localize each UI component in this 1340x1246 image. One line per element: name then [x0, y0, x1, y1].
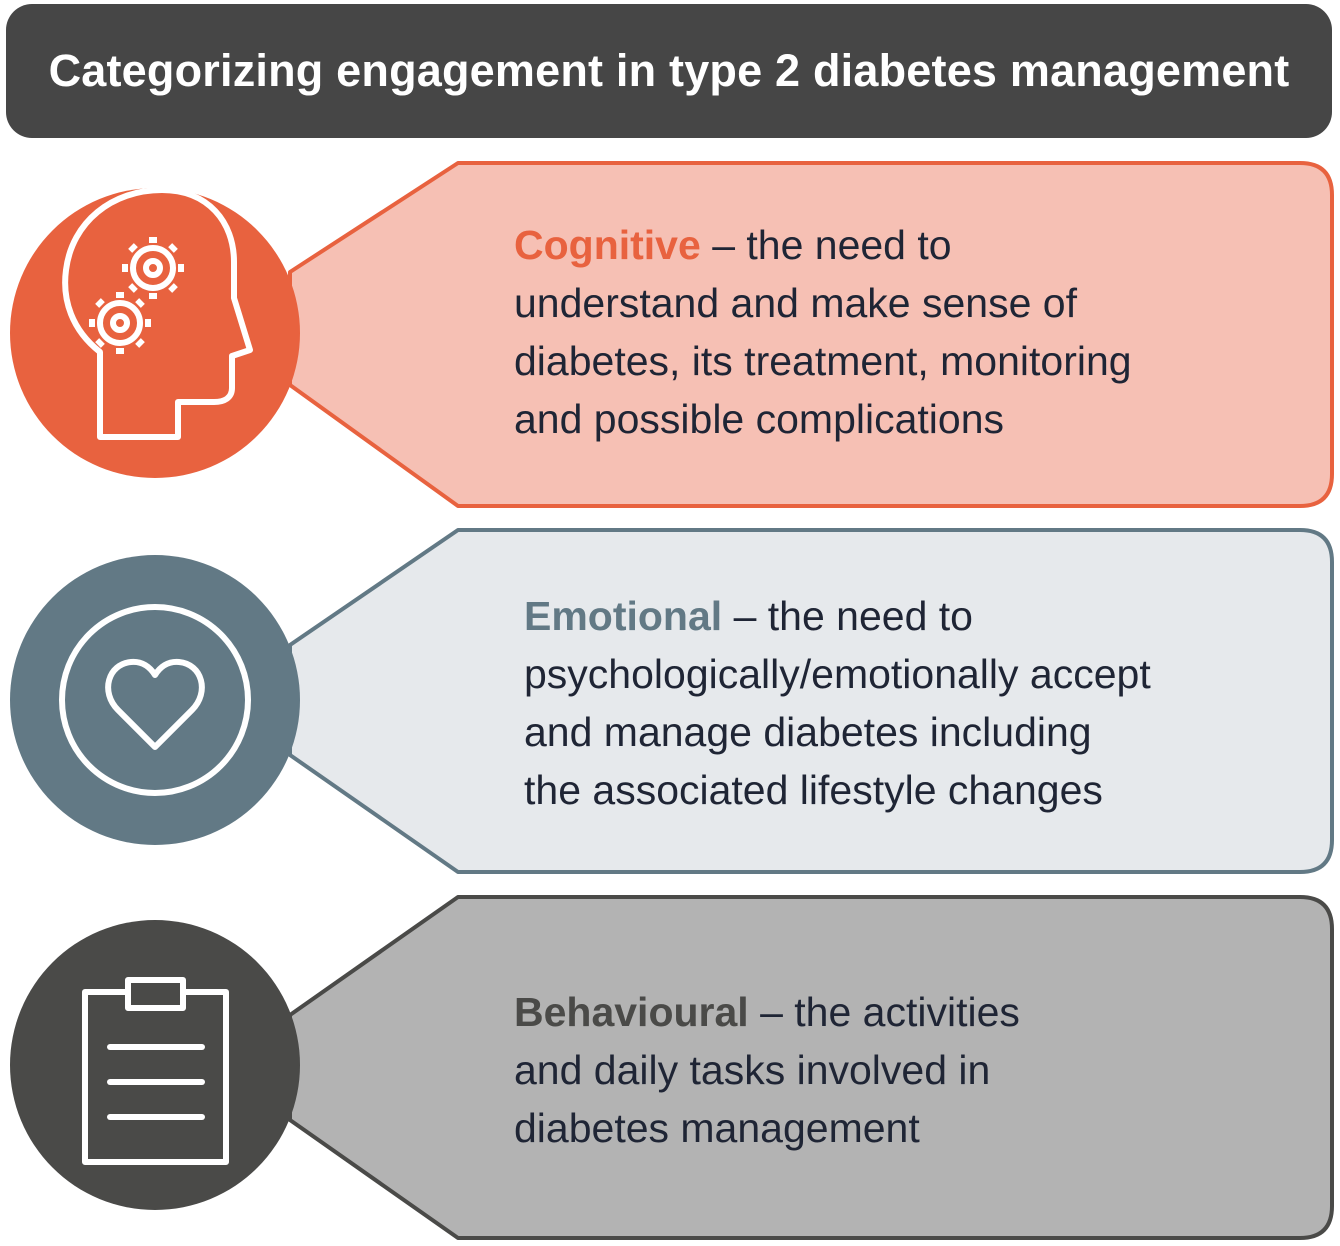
behavioural-line-1: and daily tasks involved in: [514, 1047, 991, 1093]
cognitive-term: Cognitive: [514, 222, 701, 268]
cognitive-line-1: understand and make sense of: [514, 280, 1077, 326]
cognitive-callout: [288, 161, 1334, 508]
behavioural-lead: – the activities: [748, 989, 1020, 1035]
title-banner: Categorizing engagement in type 2 diabet…: [6, 4, 1332, 138]
cognitive-line-3: and possible complications: [514, 396, 1004, 442]
emotional-first-line: Emotional – the need to: [524, 587, 1151, 645]
cognitive-first-line: Cognitive – the need to: [514, 216, 1132, 274]
cognitive-circle: [10, 188, 300, 478]
behavioural-first-line: Behavioural – the activities: [514, 983, 1020, 1041]
emotional-text: Emotional – the need to psychologically/…: [524, 587, 1151, 819]
emotional-lead: – the need to: [722, 593, 973, 639]
behavioural-line-2: diabetes management: [514, 1105, 920, 1151]
emotional-line-3: the associated lifestyle changes: [524, 767, 1103, 813]
cognitive-text: Cognitive – the need to understand and m…: [514, 216, 1132, 448]
diagram-title: Categorizing engagement in type 2 diabet…: [48, 45, 1290, 96]
behavioural-term: Behavioural: [514, 989, 749, 1035]
emotional-term: Emotional: [524, 593, 723, 639]
cognitive-lead: – the need to: [700, 222, 952, 268]
behavioural-callout: [288, 895, 1334, 1240]
cognitive-line-2: diabetes, its treatment, monitoring: [514, 338, 1132, 384]
head-gears-icon: [62, 187, 253, 440]
behavioural-circle: [10, 920, 300, 1210]
emotional-line-1: psychologically/emotionally accept: [524, 651, 1151, 697]
clipboard-icon: [82, 977, 229, 1165]
heart-icon: [59, 604, 251, 796]
emotional-callout: [288, 528, 1334, 874]
emotional-line-2: and manage diabetes including: [524, 709, 1092, 755]
emotional-circle: [10, 555, 300, 845]
behavioural-text: Behavioural – the activities and daily t…: [514, 983, 1020, 1157]
